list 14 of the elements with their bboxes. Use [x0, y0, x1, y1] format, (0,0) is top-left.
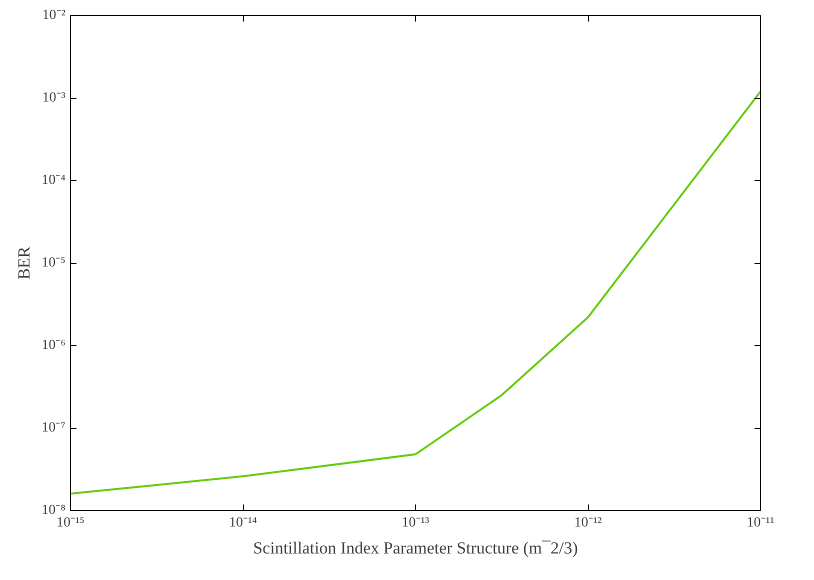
y-tick-label: 10⁻² — [42, 8, 66, 23]
y-tick-label: 10⁻⁵ — [42, 256, 66, 270]
x-tick-label: 10⁻¹¹ — [746, 516, 774, 530]
x-axis-title: Scintillation Index Parameter Structure (m¯2/3) — [253, 538, 578, 558]
x-tick-label: 10⁻¹² — [574, 516, 602, 530]
y-tick-label: 10⁻³ — [42, 90, 66, 106]
y-tick-label: 10⁻⁴ — [42, 173, 66, 188]
y-axis-title: BER — [14, 246, 34, 280]
x-tick-label: 10⁻¹⁴ — [228, 516, 258, 530]
y-tick-label: 10⁻⁷ — [42, 420, 66, 436]
y-tick-label: 10⁻⁶ — [42, 338, 66, 353]
x-tick-label: 10⁻¹³ — [402, 516, 430, 530]
x-tick-label: 10⁻¹⁵ — [56, 516, 85, 530]
y-tick-label: 10⁻⁸ — [42, 503, 66, 518]
